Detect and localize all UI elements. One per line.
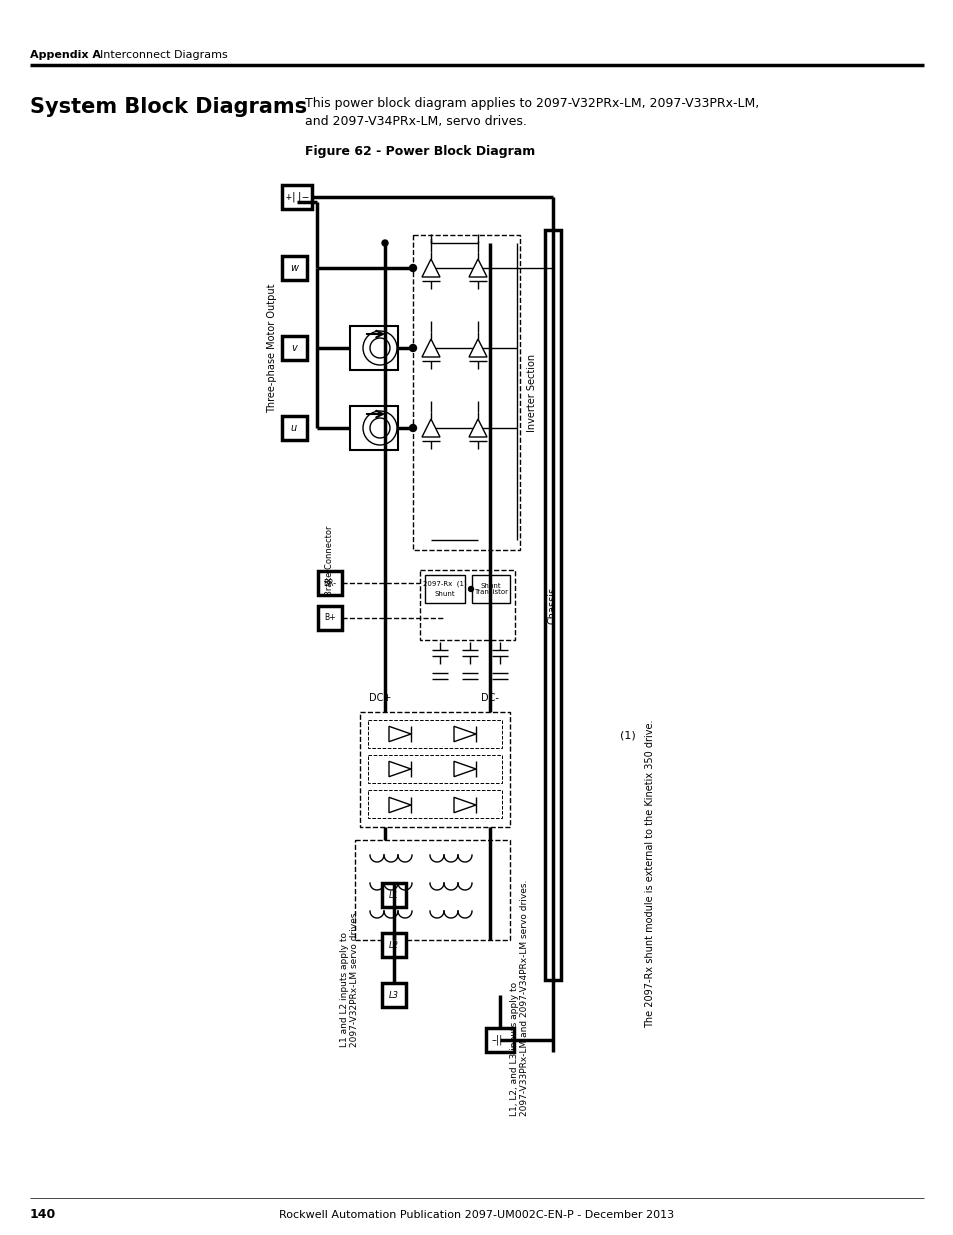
Bar (282, 256, 307, 280)
Bar (350, 406, 397, 450)
Text: DC-: DC- (480, 693, 498, 703)
Text: Shunt
Transistor: Shunt Transistor (474, 583, 507, 595)
Polygon shape (469, 338, 486, 357)
Bar (413, 235, 519, 550)
Polygon shape (454, 761, 476, 777)
Text: –||–: –||– (492, 1035, 508, 1045)
Text: Figure 62 - Power Block Diagram: Figure 62 - Power Block Diagram (305, 146, 535, 158)
Polygon shape (469, 259, 486, 277)
Bar (368, 720, 501, 748)
Bar (368, 755, 501, 783)
Text: This power block diagram applies to 2097-V32PRx-LM, 2097-V33PRx-LM,: This power block diagram applies to 2097… (305, 96, 759, 110)
Text: +||–: +||– (285, 191, 309, 203)
Text: Brake Connector: Brake Connector (325, 526, 335, 597)
Bar (355, 840, 510, 940)
Polygon shape (454, 798, 476, 813)
Text: Appendix A: Appendix A (30, 49, 101, 61)
Bar (424, 576, 464, 603)
Text: B+: B+ (324, 614, 335, 622)
Text: w: w (290, 263, 297, 273)
Text: System Block Diagrams: System Block Diagrams (30, 98, 307, 117)
Circle shape (409, 345, 416, 352)
Text: and 2097-V34PRx-LM, servo drives.: and 2097-V34PRx-LM, servo drives. (305, 115, 526, 127)
Text: 140: 140 (30, 1209, 56, 1221)
Bar (472, 576, 510, 603)
Bar (317, 571, 341, 595)
Polygon shape (454, 726, 476, 742)
Text: L1, L2, and L3 inputs apply to
2097-V33PRx-LM and 2097-V34PRx-LM servo drives.: L1, L2, and L3 inputs apply to 2097-V33P… (510, 881, 529, 1116)
Bar (350, 326, 397, 370)
Polygon shape (469, 419, 486, 437)
Bar (359, 713, 510, 827)
Bar (282, 416, 307, 440)
Text: DC+: DC+ (369, 693, 391, 703)
Bar (381, 883, 406, 906)
Bar (282, 185, 312, 209)
Circle shape (363, 411, 396, 445)
Bar (419, 571, 515, 640)
Bar (544, 230, 560, 981)
Circle shape (409, 264, 416, 272)
Text: L1 and L2 inputs apply to
2097-V32PRx-LM servo drives.: L1 and L2 inputs apply to 2097-V32PRx-LM… (339, 910, 359, 1047)
Text: Chassis: Chassis (547, 587, 558, 624)
Circle shape (363, 331, 396, 366)
Polygon shape (421, 338, 439, 357)
Bar (317, 606, 341, 630)
Text: L1: L1 (389, 890, 398, 899)
Polygon shape (389, 726, 411, 742)
Text: Inverter Section: Inverter Section (526, 353, 537, 431)
Bar (381, 932, 406, 957)
Bar (368, 790, 501, 818)
Bar (282, 336, 307, 359)
Text: v: v (291, 343, 296, 353)
Text: u: u (291, 424, 296, 433)
Text: Three-phase Motor Output: Three-phase Motor Output (267, 283, 276, 412)
Bar (381, 983, 406, 1007)
Polygon shape (421, 419, 439, 437)
Text: The 2097-Rx shunt module is external to the Kinetix 350 drive.: The 2097-Rx shunt module is external to … (644, 720, 655, 1029)
Polygon shape (389, 798, 411, 813)
Polygon shape (389, 761, 411, 777)
Circle shape (468, 587, 473, 592)
Text: Interconnect Diagrams: Interconnect Diagrams (100, 49, 228, 61)
Text: (1): (1) (619, 730, 635, 740)
Bar (485, 1028, 514, 1052)
Text: 2097-Rx  (1): 2097-Rx (1) (423, 580, 466, 588)
Circle shape (381, 240, 388, 246)
Text: L3: L3 (389, 990, 398, 999)
Circle shape (409, 425, 416, 431)
Text: Rockwell Automation Publication 2097-UM002C-EN-P - December 2013: Rockwell Automation Publication 2097-UM0… (279, 1210, 674, 1220)
Text: BR-: BR- (323, 578, 336, 588)
Circle shape (370, 338, 390, 358)
Text: Shunt: Shunt (435, 592, 455, 597)
Text: L2: L2 (389, 941, 398, 950)
Circle shape (370, 417, 390, 438)
Polygon shape (421, 259, 439, 277)
